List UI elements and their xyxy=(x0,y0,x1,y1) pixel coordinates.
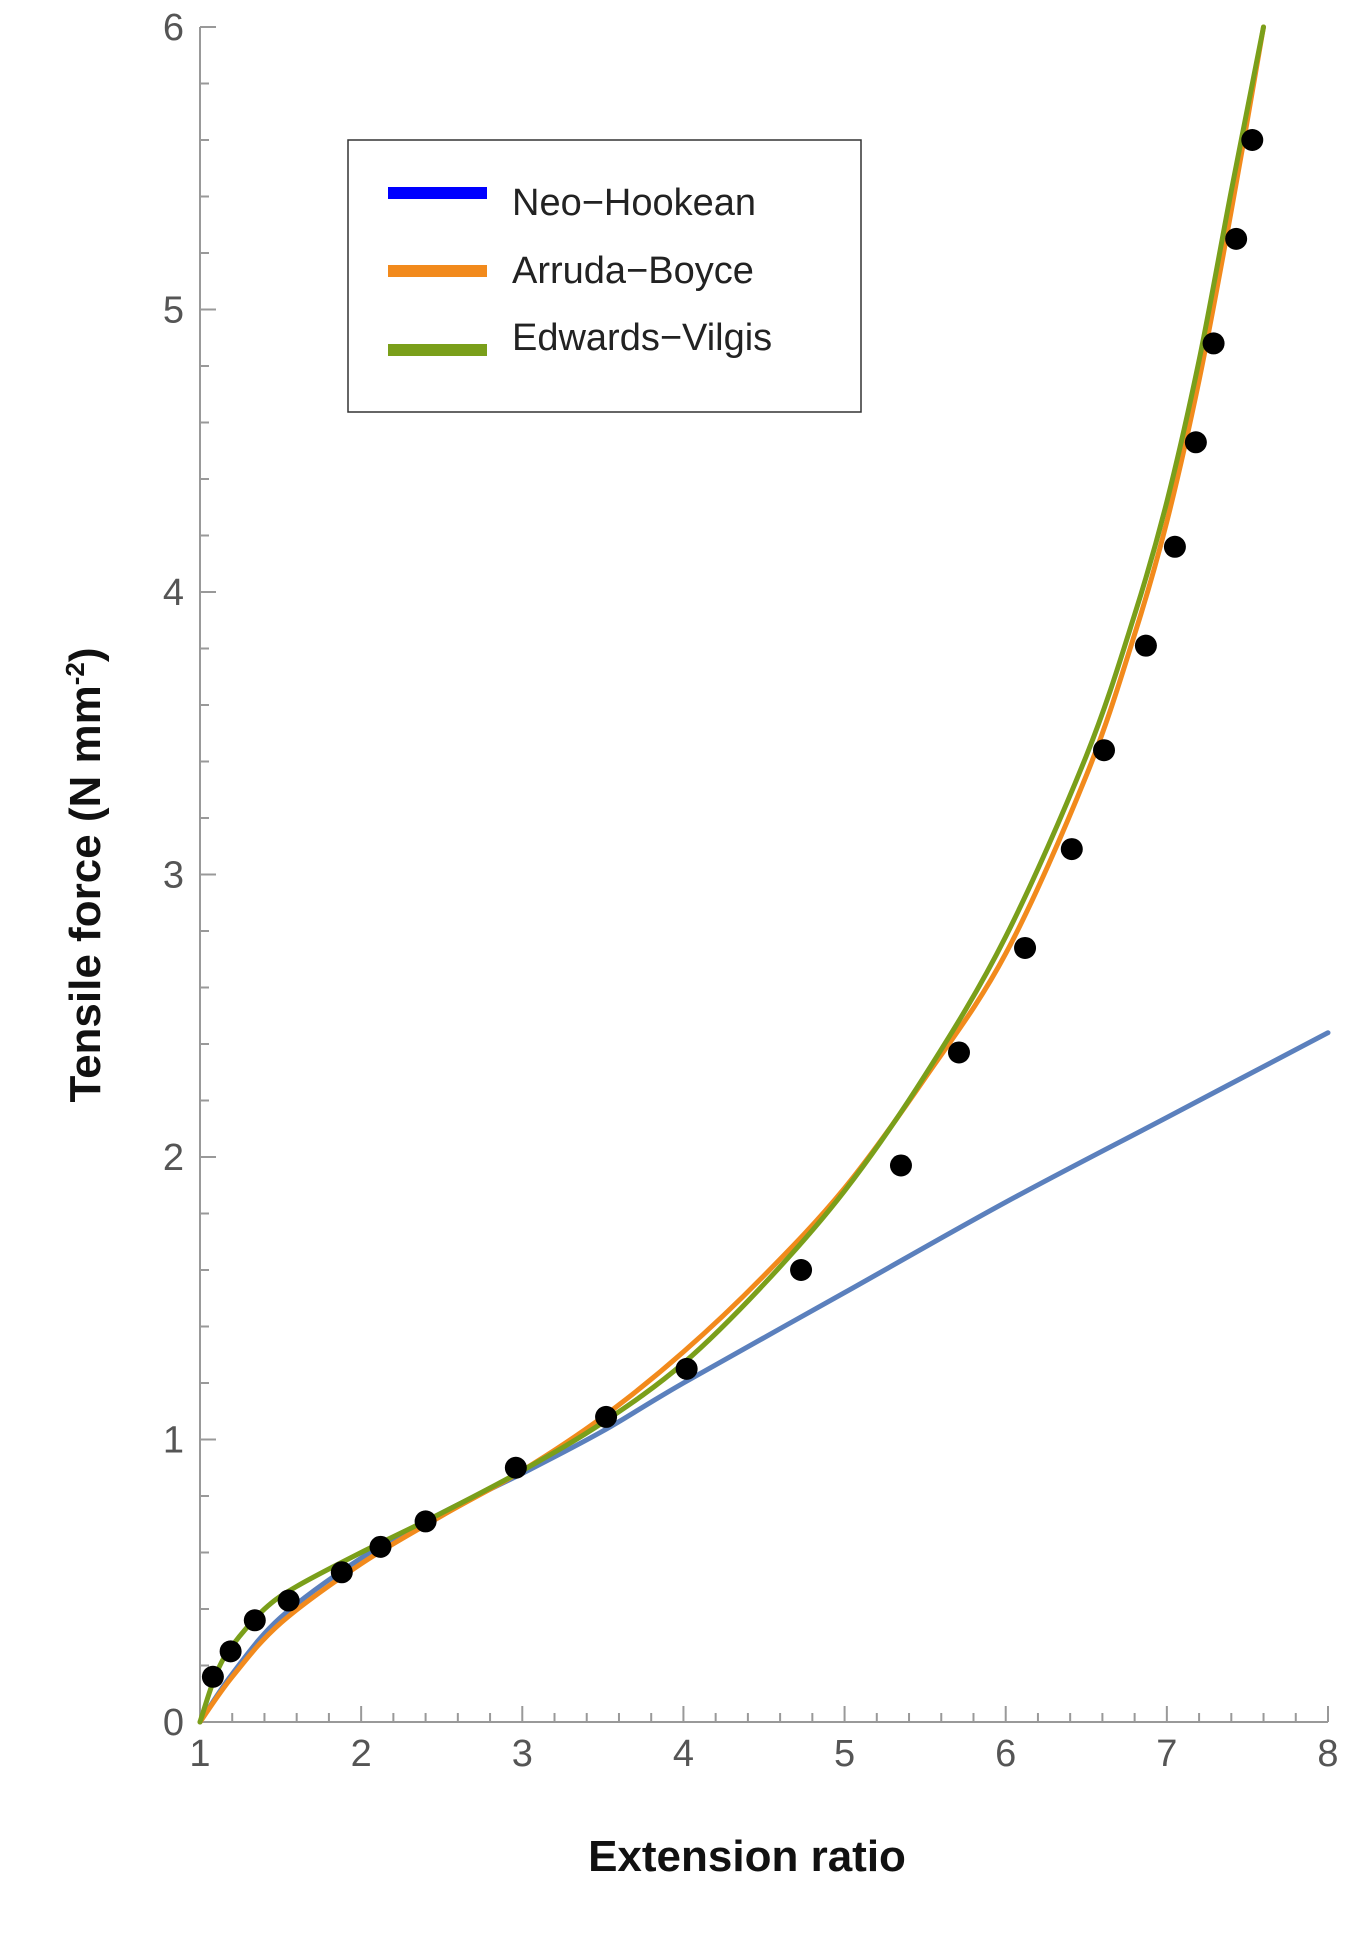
x-tick-label: 4 xyxy=(673,1733,694,1775)
y-tick-label: 2 xyxy=(163,1137,184,1179)
data-point xyxy=(790,1259,813,1281)
x-tick-label: 5 xyxy=(834,1733,855,1775)
data-point xyxy=(277,1589,300,1612)
y-tick-label: 5 xyxy=(163,290,184,332)
y-axis-title: Tensile force (N mm-2) xyxy=(60,647,110,1102)
data-point xyxy=(219,1640,242,1663)
y-tick-label: 6 xyxy=(163,7,184,49)
data-point xyxy=(889,1154,912,1177)
data-point xyxy=(1163,535,1186,558)
y-axis-title-superscript: -2 xyxy=(60,662,90,685)
data-point xyxy=(201,1665,224,1688)
x-tick-label: 2 xyxy=(351,1733,372,1775)
data-point xyxy=(330,1561,353,1584)
data-point xyxy=(369,1535,392,1558)
legend: Neo−Hookean Arruda−Boyce Edwards−Vilgis xyxy=(347,139,862,413)
y-axis-title-close: ) xyxy=(61,647,110,662)
legend-label-neo-hookean: Neo−Hookean xyxy=(512,182,756,224)
data-point xyxy=(947,1041,970,1064)
y-tick-label: 3 xyxy=(163,855,184,897)
edwards-vilgis-line xyxy=(197,24,1266,1725)
data-point xyxy=(1202,332,1225,355)
x-tick-label: 1 xyxy=(189,1733,210,1775)
y-tick-label: 4 xyxy=(163,572,184,614)
data-point xyxy=(504,1456,527,1479)
data-point xyxy=(243,1609,266,1632)
y-tick-label: 1 xyxy=(163,1420,184,1462)
points-group xyxy=(201,129,1264,1688)
data-point xyxy=(1014,936,1037,959)
data-point xyxy=(1060,838,1083,861)
data-point xyxy=(595,1405,618,1428)
y-axis-title-main: Tensile force (N mm xyxy=(61,685,110,1102)
data-point xyxy=(1184,431,1207,454)
data-point xyxy=(1134,634,1157,657)
neo-hookean-line xyxy=(197,1030,1331,1725)
x-tick-label: 8 xyxy=(1317,1733,1338,1775)
x-tick-label: 6 xyxy=(995,1733,1016,1775)
legend-label-arruda-boyce: Arruda−Boyce xyxy=(512,250,754,292)
x-tick-label: 3 xyxy=(512,1733,533,1775)
data-point xyxy=(1225,227,1248,250)
data-point xyxy=(1093,739,1116,762)
data-point xyxy=(675,1357,698,1380)
data-point xyxy=(414,1510,437,1533)
x-axis-title: Extension ratio xyxy=(588,1832,906,1881)
y-tick-label: 0 xyxy=(163,1702,184,1744)
x-tick-label: 7 xyxy=(1156,1733,1177,1775)
data-point xyxy=(1241,129,1264,151)
legend-label-edwards-vilgis: Edwards−Vilgis xyxy=(512,317,772,359)
